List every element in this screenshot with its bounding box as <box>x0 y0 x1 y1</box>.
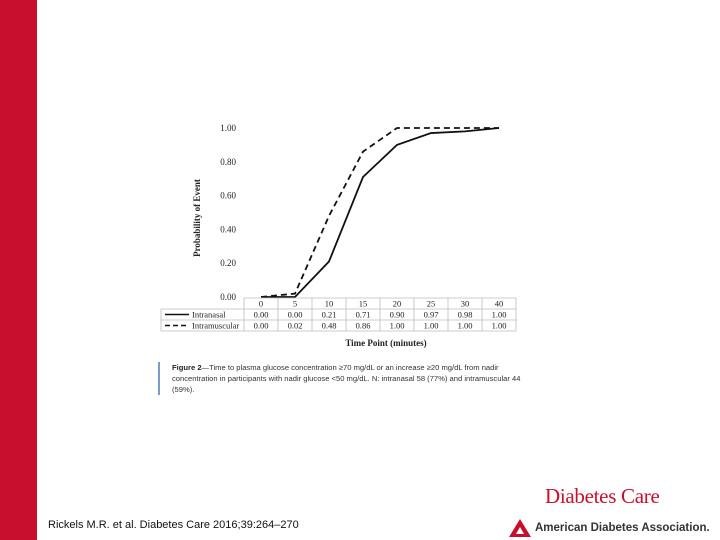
data-label: 1.00 <box>492 310 507 320</box>
data-label: 0.00 <box>254 310 269 320</box>
series-line-intranasal <box>261 127 500 298</box>
x-axis-label: Time Point (minutes) <box>345 338 426 348</box>
y-tick-label: 0.00 <box>220 292 236 302</box>
legend-label: Intranasal <box>192 310 226 320</box>
x-tick-label: 40 <box>495 299 504 309</box>
y-tick-label: 0.60 <box>220 191 236 201</box>
x-tick-label: 20 <box>393 299 402 309</box>
y-tick-label: 1.00 <box>220 123 236 133</box>
figure-caption-text: —Time to plasma glucose concentration ≥7… <box>172 363 521 394</box>
data-label: 0.21 <box>322 310 337 320</box>
legend-label: Intramuscular <box>192 321 239 331</box>
citation: Rickels M.R. et al. Diabetes Care 2016;3… <box>48 519 299 531</box>
series-line-intramuscular <box>260 127 499 298</box>
data-label: 0.71 <box>356 310 371 320</box>
x-tick-label: 30 <box>461 299 470 309</box>
x-tick-label: 0 <box>259 299 263 309</box>
figure-caption: Figure 2—Time to plasma glucose concentr… <box>158 362 542 395</box>
x-tick-label: 5 <box>293 299 297 309</box>
data-label: 1.00 <box>458 321 473 331</box>
data-label: 1.00 <box>492 321 507 331</box>
y-tick-label: 0.20 <box>220 258 236 268</box>
data-label: 0.48 <box>322 321 337 331</box>
x-tick-label: 10 <box>325 299 334 309</box>
figure-caption-label: Figure 2 <box>172 363 202 372</box>
ada-triangle-icon <box>509 519 531 537</box>
data-label: 0.90 <box>390 310 405 320</box>
ada-logo: American Diabetes Association. <box>508 518 710 538</box>
data-label: 0.02 <box>288 321 303 331</box>
ada-logo-text: American Diabetes Association. <box>535 522 710 534</box>
y-axis-label: Probability of Event <box>192 179 202 257</box>
data-label: 0.98 <box>458 310 473 320</box>
data-label: 1.00 <box>424 321 439 331</box>
data-label: 0.00 <box>254 321 269 331</box>
y-tick-label: 0.80 <box>220 157 236 167</box>
data-label: 1.00 <box>390 321 405 331</box>
red-side-bar <box>0 0 37 540</box>
data-label: 0.97 <box>424 310 439 320</box>
x-tick-label: 15 <box>359 299 368 309</box>
x-tick-label: 25 <box>427 299 436 309</box>
data-label: 0.86 <box>356 321 371 331</box>
journal-logo: Diabetes Care <box>545 484 660 508</box>
y-tick-label: 0.40 <box>220 224 236 234</box>
data-label: 0.00 <box>288 310 303 320</box>
